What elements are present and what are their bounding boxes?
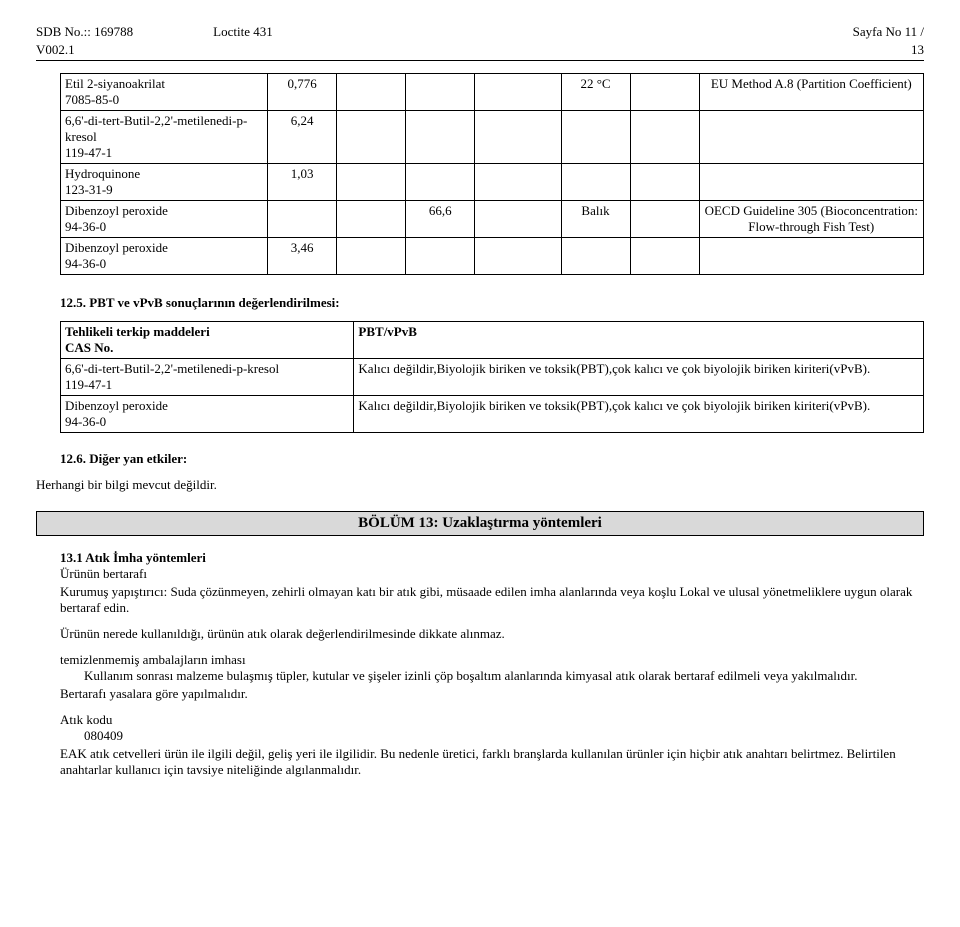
table-cell (630, 238, 699, 275)
table-cell (699, 238, 923, 275)
table-cell (475, 201, 561, 238)
table-cell: Etil 2-siyanoakrilat 7085-85-0 (61, 74, 268, 111)
p-ambalaj-1: Kullanım sonrası malzeme bulaşmış tüpler… (84, 668, 924, 684)
table-cell (337, 74, 406, 111)
table-cell (699, 111, 923, 164)
table-cell (561, 164, 630, 201)
atik-code: 080409 (84, 728, 924, 744)
doc-header: SDB No.:: 169788 Loctite 431 Sayfa No 11… (36, 24, 924, 40)
table-cell: OECD Guideline 305 (Bioconcentration: Fl… (699, 201, 923, 238)
table-cell (337, 201, 406, 238)
p-atik: EAK atık cetvelleri ürün ile ilgili deği… (60, 746, 924, 778)
section-12-6-body: Herhangi bir bilgi mevcut değildir. (36, 477, 924, 493)
header-rule (36, 60, 924, 61)
page-number: Sayfa No 11 / (853, 24, 924, 40)
sdb-number: SDB No.:: 169788 (36, 24, 133, 40)
p-ambalaj-2: Bertarafı yasalara göre yapılmalıdır. (60, 686, 924, 702)
table-cell (561, 111, 630, 164)
table-cell (475, 238, 561, 275)
pbt-table: Tehlikeli terkip maddeleri CAS No. PBT/v… (60, 321, 924, 433)
table-cell (561, 238, 630, 275)
partition-table: Etil 2-siyanoakrilat 7085-85-00,776 22 °C… (60, 73, 924, 275)
table-cell (475, 164, 561, 201)
table-cell (699, 164, 923, 201)
doc-header-2: V002.1 13 (36, 42, 924, 58)
section-13-banner: BÖLÜM 13: Uzaklaştırma yöntemleri (36, 511, 924, 536)
table-cell: EU Method A.8 (Partition Coefficient) (699, 74, 923, 111)
table-cell: Balık (561, 201, 630, 238)
table-cell: 6,24 (268, 111, 337, 164)
table-cell (406, 111, 475, 164)
table-cell: Hydroquinone 123-31-9 (61, 164, 268, 201)
sub-atik-kodu: Atık kodu (60, 712, 924, 728)
pbt-head-2: PBT/vPvB (354, 322, 924, 359)
product-name: Loctite 431 (213, 24, 273, 40)
table-cell (630, 201, 699, 238)
table-cell (406, 74, 475, 111)
table-cell: Dibenzoyl peroxide 94-36-0 (61, 238, 268, 275)
sub-ambalaj-imha: temizlenmemiş ambalajların imhası (60, 652, 924, 668)
table-cell: 3,46 (268, 238, 337, 275)
table-cell: 0,776 (268, 74, 337, 111)
table-cell (475, 111, 561, 164)
p-bertaraf-2: Ürünün nerede kullanıldığı, ürünün atık … (60, 626, 924, 642)
pbt-substance: 6,6'-di-tert-Butil-2,2'-metilenedi-p-kre… (61, 359, 354, 396)
page-total: 13 (911, 42, 924, 58)
table-cell (337, 238, 406, 275)
table-cell: 22 °C (561, 74, 630, 111)
sub-urunun-bertarafi: Ürünün bertarafı (60, 566, 924, 582)
table-cell (406, 164, 475, 201)
pbt-substance: Dibenzoyl peroxide 94-36-0 (61, 396, 354, 433)
table-cell: 1,03 (268, 164, 337, 201)
table-cell (268, 201, 337, 238)
table-cell (475, 74, 561, 111)
table-cell (337, 111, 406, 164)
section-12-6-title: 12.6. Diğer yan etkiler: (60, 451, 924, 467)
table-cell (630, 164, 699, 201)
table-cell: 66,6 (406, 201, 475, 238)
table-cell (337, 164, 406, 201)
p-bertaraf-1: Kurumuş yapıştırıcı: Suda çözünmeyen, ze… (60, 584, 924, 616)
pbt-assessment: Kalıcı değildir,Biyolojik biriken ve tok… (354, 359, 924, 396)
table-cell: 6,6'-di-tert-Butil-2,2'-metilenedi-p-kre… (61, 111, 268, 164)
section-12-5-title: 12.5. PBT ve vPvB sonuçlarının değerlend… (60, 295, 924, 311)
table-cell (630, 111, 699, 164)
table-cell (630, 74, 699, 111)
pbt-head-1: Tehlikeli terkip maddeleri CAS No. (61, 322, 354, 359)
table-cell: Dibenzoyl peroxide 94-36-0 (61, 201, 268, 238)
version: V002.1 (36, 42, 75, 58)
table-cell (406, 238, 475, 275)
pbt-assessment: Kalıcı değildir,Biyolojik biriken ve tok… (354, 396, 924, 433)
section-13-1-title: 13.1 Atık İmha yöntemleri (60, 550, 924, 566)
